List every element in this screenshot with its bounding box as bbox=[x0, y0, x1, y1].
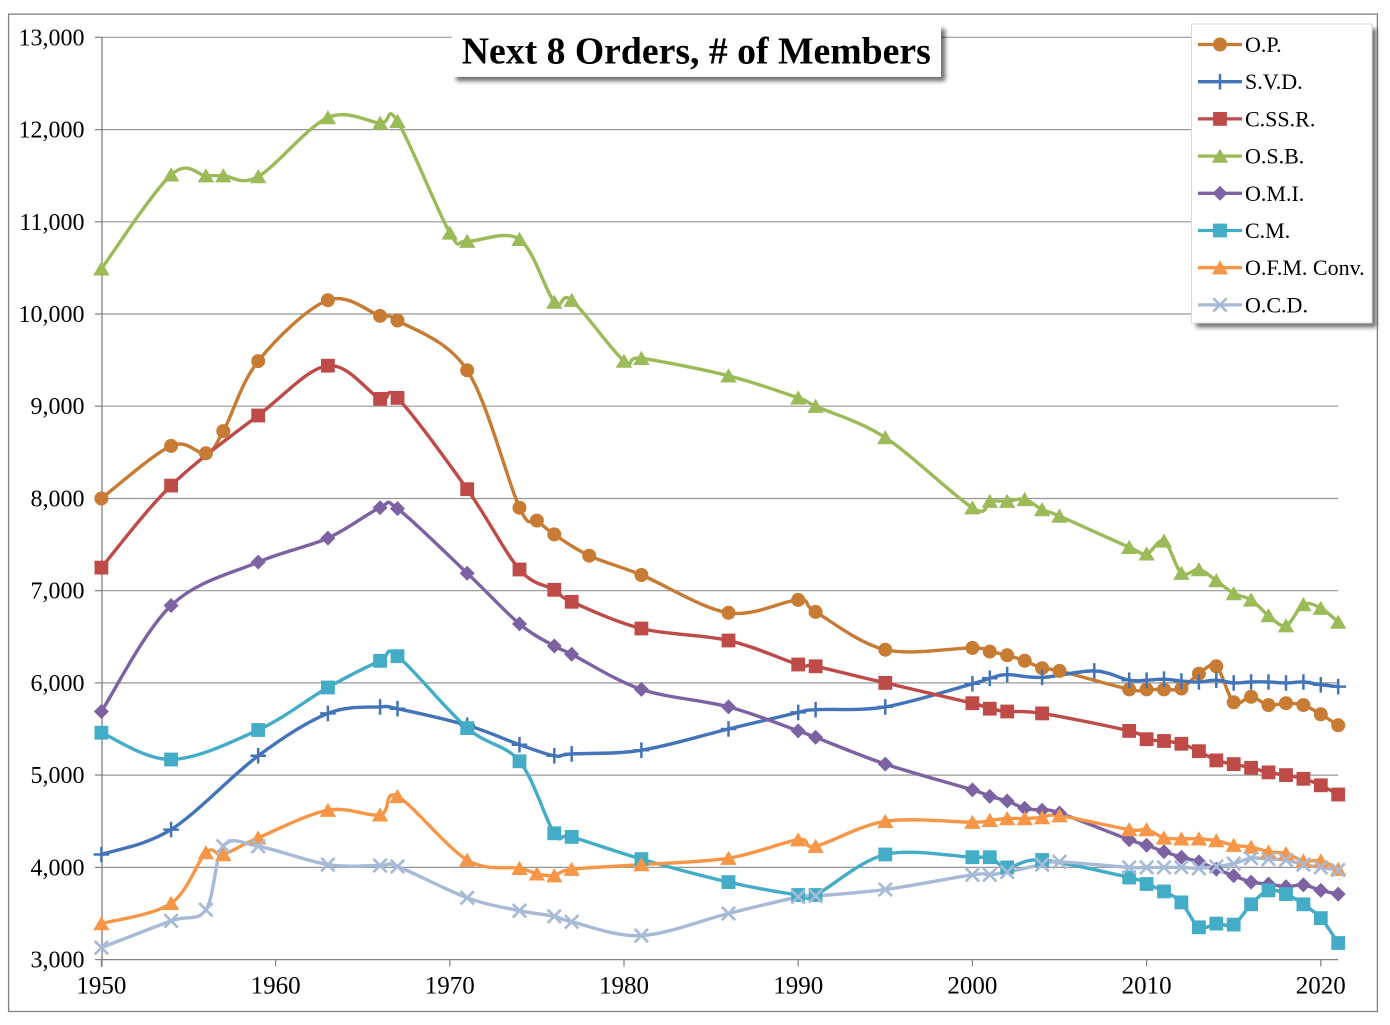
svg-text:4,000: 4,000 bbox=[31, 855, 85, 881]
svg-text:5,000: 5,000 bbox=[31, 763, 85, 789]
svg-text:Next 8 Orders, # of Members: Next 8 Orders, # of Members bbox=[462, 30, 931, 72]
svg-text:O.S.B.: O.S.B. bbox=[1245, 144, 1304, 169]
svg-text:O.C.D.: O.C.D. bbox=[1245, 292, 1308, 317]
svg-text:S.V.D.: S.V.D. bbox=[1245, 69, 1303, 94]
svg-text:12,000: 12,000 bbox=[19, 118, 85, 144]
svg-text:O.M.I.: O.M.I. bbox=[1245, 181, 1304, 206]
svg-text:2020: 2020 bbox=[1296, 973, 1346, 1000]
svg-text:1950: 1950 bbox=[76, 973, 126, 1000]
svg-text:1980: 1980 bbox=[599, 973, 649, 1000]
svg-text:11,000: 11,000 bbox=[19, 210, 84, 236]
svg-text:3,000: 3,000 bbox=[31, 948, 85, 974]
svg-text:7,000: 7,000 bbox=[31, 579, 85, 605]
svg-text:8,000: 8,000 bbox=[31, 487, 85, 513]
svg-text:1990: 1990 bbox=[773, 973, 823, 1000]
svg-text:9,000: 9,000 bbox=[31, 394, 85, 420]
svg-text:1960: 1960 bbox=[251, 973, 301, 1000]
svg-text:C.SS.R.: C.SS.R. bbox=[1245, 106, 1315, 131]
svg-text:13,000: 13,000 bbox=[19, 25, 85, 51]
svg-text:10,000: 10,000 bbox=[19, 302, 85, 328]
svg-text:2010: 2010 bbox=[1122, 973, 1172, 1000]
svg-text:O.P.: O.P. bbox=[1245, 32, 1282, 57]
svg-text:C.M.: C.M. bbox=[1245, 218, 1290, 243]
svg-text:6,000: 6,000 bbox=[31, 671, 85, 697]
svg-text:2000: 2000 bbox=[947, 973, 997, 1000]
svg-text:O.F.M. Conv.: O.F.M. Conv. bbox=[1245, 255, 1365, 280]
svg-text:1970: 1970 bbox=[425, 973, 475, 1000]
